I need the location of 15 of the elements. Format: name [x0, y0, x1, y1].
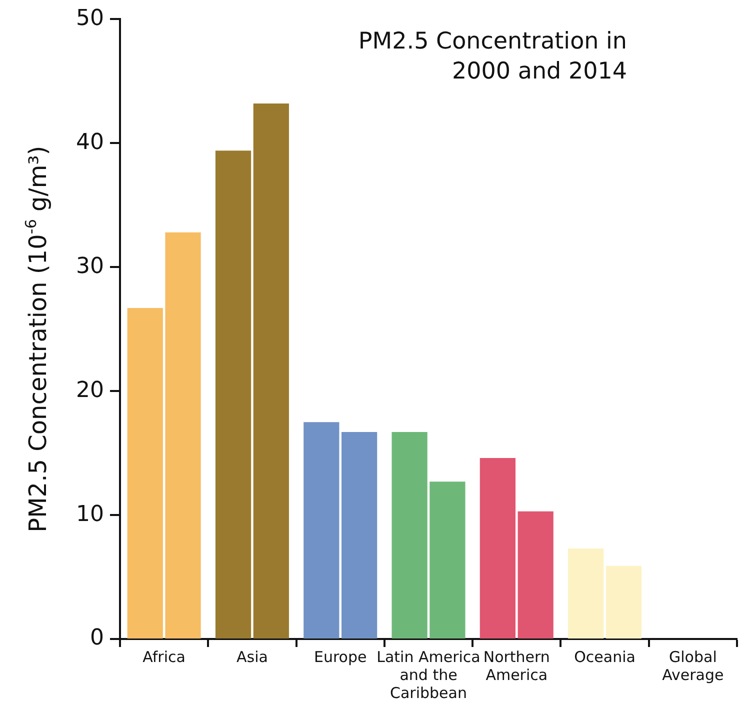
x-tick-label: Africa	[142, 648, 186, 666]
x-tick-label: Asia	[236, 648, 268, 666]
y-tick-label: 10	[76, 502, 104, 527]
x-tick-label: Latin America and the Caribbean	[376, 648, 480, 702]
x-tick-label: Europe	[314, 648, 367, 666]
y-tick-label: 20	[76, 378, 104, 403]
x-tick-label: Global Average	[662, 648, 724, 684]
x-tick-label: Northern America	[483, 648, 550, 684]
y-tick-label: 30	[76, 254, 104, 279]
text: PM2.5 Concentration in 2000 and 2014	[358, 28, 627, 85]
x-tick-label: Oceania	[574, 648, 636, 666]
y-tick-label: 40	[76, 130, 104, 155]
y-axis-title: PM2.5 Concentration (10-6 g/m³)	[22, 146, 52, 532]
y-tick-label: 50	[76, 6, 104, 31]
y-tick-label: 0	[90, 626, 104, 651]
